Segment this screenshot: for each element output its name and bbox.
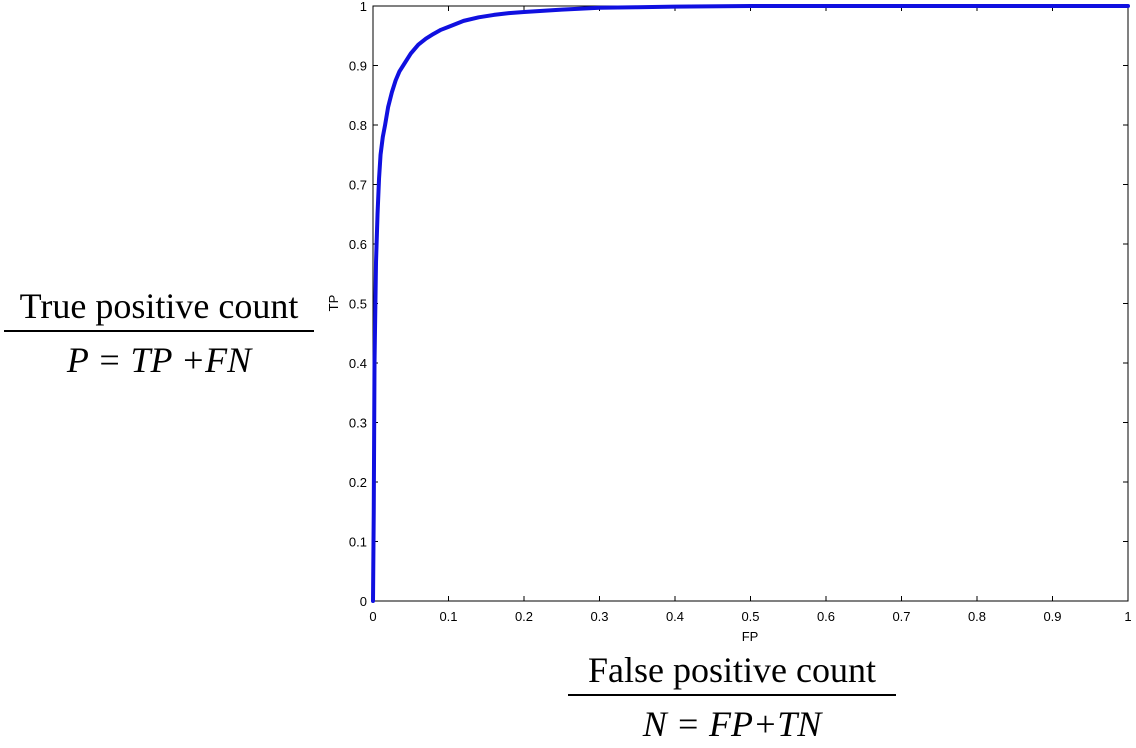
false-positive-rate-formula: False positive count N = FP+TN	[568, 650, 896, 744]
x-tick-label: 0.3	[590, 609, 608, 624]
x-tick-label: 0.2	[515, 609, 533, 624]
y-tick-label: 0.3	[349, 416, 367, 431]
x-tick-label: 0.8	[968, 609, 986, 624]
tp-formula-fraction-bar	[4, 330, 314, 332]
y-tick-label: 0.7	[349, 178, 367, 193]
x-tick-label: 0.7	[892, 609, 910, 624]
x-tick-label: 0.9	[1043, 609, 1061, 624]
x-axis-ticks: 0 0.1 0.2 0.3 0.4 0.5 0.6 0.7 0.8 0.9 1	[369, 6, 1132, 624]
y-axis-label: TP	[326, 295, 341, 312]
plot-area	[372, 5, 1129, 602]
y-tick-label: 0.6	[349, 237, 367, 252]
x-tick-label: 0.4	[666, 609, 684, 624]
x-tick-label: 0.5	[741, 609, 759, 624]
x-tick-label: 1	[1124, 609, 1131, 624]
y-tick-label: 0.2	[349, 475, 367, 490]
roc-curve-line	[371, 4, 1130, 603]
plot-frame	[372, 5, 1129, 602]
y-tick-label: 0	[360, 594, 367, 609]
tp-formula-denominator: P = TP +FN	[66, 340, 252, 380]
x-axis-label: FP	[742, 629, 759, 644]
y-tick-label: 1	[360, 0, 367, 14]
y-tick-label: 0.8	[349, 118, 367, 133]
y-tick-label: 0.5	[349, 297, 367, 312]
fp-formula-numerator: False positive count	[588, 650, 876, 690]
x-tick-label: 0	[369, 609, 376, 624]
x-tick-label: 0.6	[817, 609, 835, 624]
y-tick-label: 0.1	[349, 535, 367, 550]
fp-formula-denominator: N = FP+TN	[642, 704, 822, 744]
x-tick-label: 0.1	[439, 609, 457, 624]
fp-formula-fraction-bar	[568, 694, 896, 696]
y-axis-ticks: 0 0.1 0.2 0.3 0.4 0.5 0.6 0.7 0.8 0.9 1	[349, 0, 1128, 609]
tp-formula-numerator: True positive count	[19, 286, 299, 326]
true-positive-rate-formula: True positive count P = TP +FN	[4, 286, 314, 380]
y-tick-label: 0.4	[349, 356, 367, 371]
y-tick-label: 0.9	[349, 59, 367, 74]
